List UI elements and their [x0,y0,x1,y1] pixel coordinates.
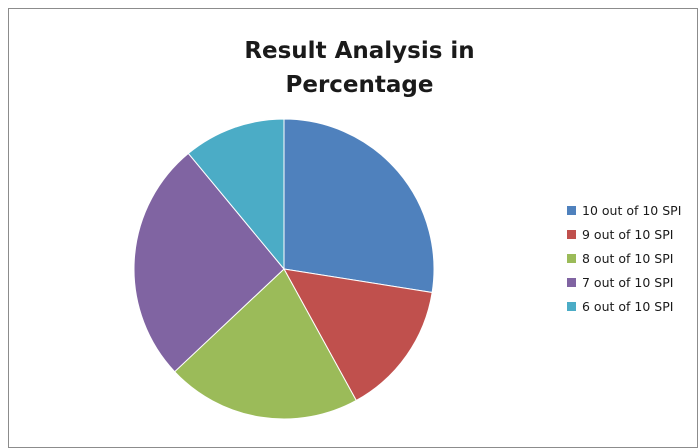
legend-swatch [567,229,576,239]
pie-chart [133,118,435,420]
legend-swatch [567,301,576,311]
chart-title-line-2: Percentage [285,72,434,98]
pie-slice-4 [187,118,285,271]
legend-swatch [567,277,576,287]
legend-item-3: 7 out of 10 SPI [567,270,681,294]
legend-item-2: 8 out of 10 SPI [567,246,681,270]
pie-slice-3 [133,152,285,373]
legend-label: 8 out of 10 SPI [582,250,674,266]
legend-label: 7 out of 10 SPI [582,274,674,290]
legend-item-4: 6 out of 10 SPI [567,294,681,318]
pie-slice-0 [283,118,435,294]
chart-legend: 10 out of 10 SPI 9 out of 10 SPI 8 out of … [567,198,681,318]
legend-swatch [567,253,576,263]
legend-label: 9 out of 10 SPI [582,226,674,242]
legend-label: 6 out of 10 SPI [582,298,674,314]
legend-swatch [567,205,576,215]
legend-item-1: 9 out of 10 SPI [567,222,681,246]
chart-title: Result Analysis in Percentage [0,34,699,102]
pie-slice-2 [173,268,357,420]
pie-slice-1 [283,268,433,402]
legend-item-0: 10 out of 10 SPI [567,198,681,222]
chart-title-line-1: Result Analysis in [244,38,475,64]
legend-label: 10 out of 10 SPI [582,202,682,218]
